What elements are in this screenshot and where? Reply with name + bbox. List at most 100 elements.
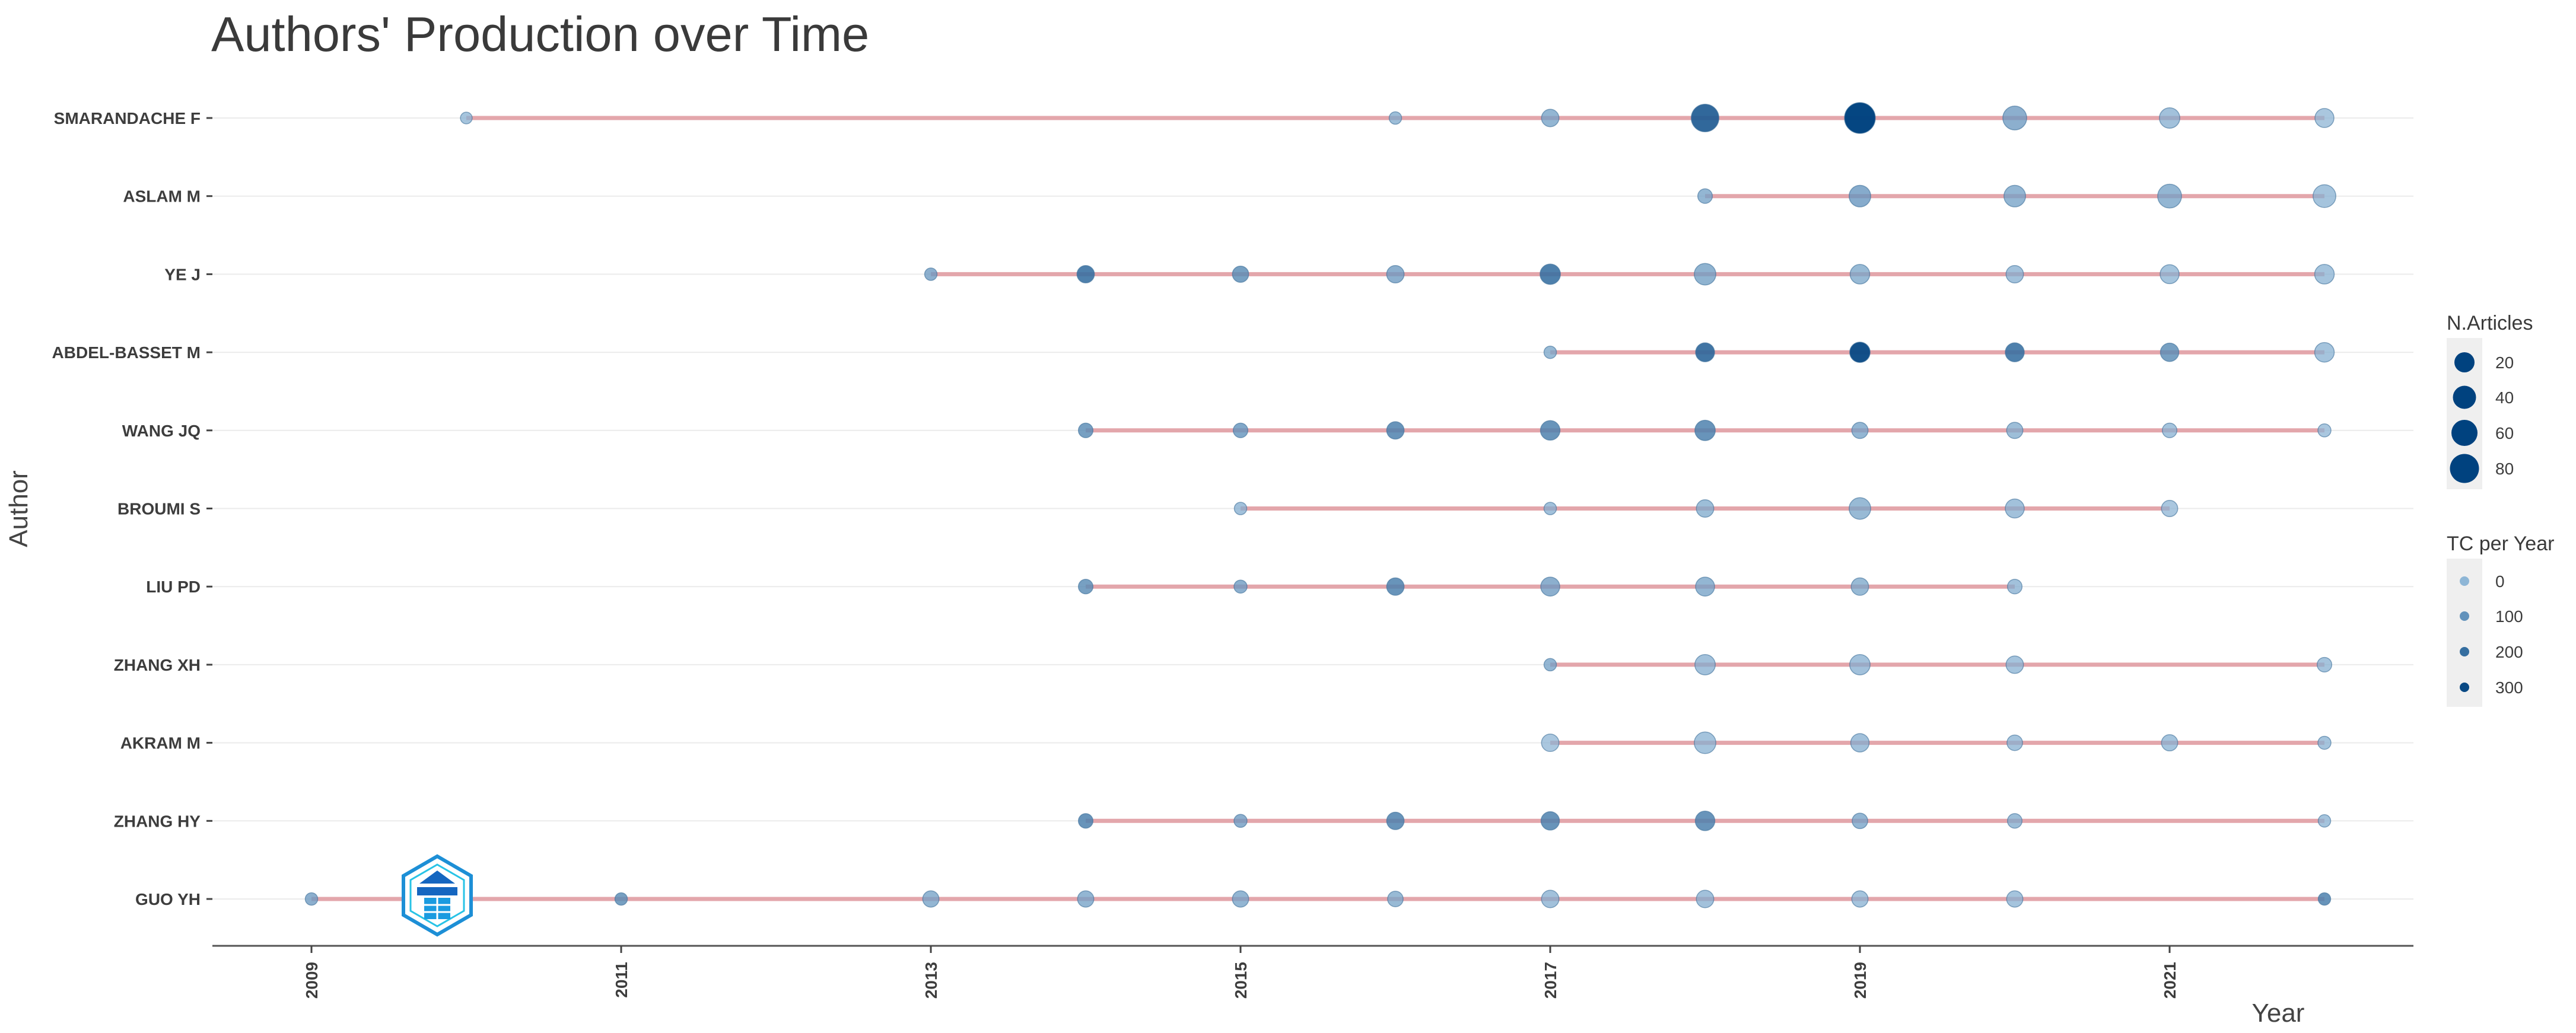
point-wang-jq-2022 — [2317, 423, 2332, 438]
point-wang-jq-2016 — [1386, 421, 1405, 440]
point-liu-pd-2020 — [2006, 579, 2023, 595]
point-broumi-s-2017 — [1543, 502, 1557, 515]
legend: N.Articles 20 40 60 80 TC per Year 0 100 200 3… — [2447, 312, 2554, 707]
size-legend-label-60: 60 — [2495, 424, 2514, 442]
point-ye-j-2017 — [1540, 263, 1561, 285]
size-legend-key-20 — [2454, 352, 2475, 372]
point-akram-m-2022 — [2317, 735, 2332, 750]
point-ye-j-2014 — [1076, 264, 1095, 283]
size-legend-label-20: 20 — [2495, 353, 2514, 372]
point-broumi-s-2020 — [2005, 498, 2025, 519]
point-guo-yh-2011 — [614, 892, 628, 906]
author-label-abdel-basset-m: ABDEL-BASSET M — [52, 343, 201, 362]
point-liu-pd-2014 — [1077, 579, 1094, 595]
point-liu-pd-2015 — [1233, 579, 1248, 594]
author-label-broumi-s: BROUMI S — [117, 500, 201, 518]
point-aslam-m-2020 — [2003, 184, 2026, 208]
author-label-aslam-m: ASLAM M — [123, 187, 201, 206]
x-tick-label-2013: 2013 — [922, 962, 940, 999]
x-tick-label-2021: 2021 — [2161, 962, 2179, 999]
point-zhang-xh-2018 — [1694, 653, 1716, 675]
size-legend-key-80 — [2450, 454, 2479, 483]
size-legend-items: 20 40 60 80 — [2450, 352, 2514, 483]
point-abdel-basset-m-2021 — [2160, 342, 2180, 362]
point-smarandache-f-2021 — [2159, 107, 2180, 129]
point-wang-jq-2014 — [1077, 422, 1094, 438]
author-label-liu-pd: LIU PD — [146, 578, 201, 596]
author-label-ye-j: YE J — [164, 265, 201, 283]
color-legend-label-100: 100 — [2495, 607, 2523, 626]
point-abdel-basset-m-2019 — [1849, 342, 1871, 364]
x-tick-label-2009: 2009 — [303, 962, 321, 999]
color-legend-key-0 — [2460, 576, 2469, 586]
point-layer — [304, 102, 2336, 908]
point-abdel-basset-m-2020 — [2005, 342, 2025, 362]
x-axis-title: Year — [2252, 999, 2305, 1028]
color-legend-title: TC per Year — [2447, 533, 2554, 555]
color-legend-label-300: 300 — [2495, 678, 2523, 697]
point-zhang-hy-2014 — [1077, 813, 1094, 829]
point-akram-m-2021 — [2161, 734, 2179, 752]
point-zhang-xh-2022 — [2316, 656, 2333, 672]
size-legend-key-40 — [2453, 385, 2476, 409]
author-label-zhang-hy: ZHANG HY — [114, 812, 201, 830]
point-ye-j-2019 — [1849, 264, 1871, 285]
point-liu-pd-2019 — [1850, 577, 1869, 596]
author-label-akram-m: AKRAM M — [120, 734, 201, 753]
point-abdel-basset-m-2022 — [2314, 342, 2335, 363]
author-label-layer: SMARANDACHE F ASLAM M YE J ABDEL-BASSET M WA… — [52, 109, 212, 908]
point-ye-j-2021 — [2160, 264, 2180, 285]
author-label-smarandache-f: SMARANDACHE F — [54, 109, 201, 127]
point-abdel-basset-m-2017 — [1543, 345, 1557, 359]
point-guo-yh-2016 — [1387, 891, 1404, 907]
point-wang-jq-2020 — [2006, 422, 2024, 439]
point-guo-yh-2018 — [1696, 889, 1715, 908]
point-aslam-m-2022 — [2313, 184, 2336, 208]
point-broumi-s-2019 — [1849, 497, 1871, 520]
point-akram-m-2020 — [2006, 734, 2023, 751]
point-wang-jq-2015 — [1232, 422, 1249, 438]
point-smarandache-f-2016 — [1388, 111, 1403, 125]
size-legend-label-80: 80 — [2495, 460, 2514, 478]
point-zhang-hy-2019 — [1852, 812, 1868, 830]
point-smarandache-f-2019 — [1844, 102, 1876, 134]
point-zhang-hy-2016 — [1386, 811, 1405, 830]
point-zhang-hy-2017 — [1540, 811, 1560, 831]
point-ye-j-2022 — [2314, 264, 2335, 285]
point-guo-yh-2015 — [1232, 890, 1249, 908]
color-legend-label-200: 200 — [2495, 643, 2523, 661]
point-aslam-m-2019 — [1849, 184, 1871, 208]
point-aslam-m-2018 — [1697, 188, 1713, 204]
point-guo-yh-2017 — [1541, 889, 1560, 908]
x-tick-label-2011: 2011 — [612, 962, 631, 998]
point-smarandache-f-2022 — [2314, 108, 2335, 128]
point-zhang-xh-2019 — [1849, 653, 1871, 675]
color-legend-key-200 — [2460, 647, 2469, 656]
color-legend-key-300 — [2460, 683, 2469, 692]
point-smarandache-f-2020 — [2002, 106, 2027, 130]
point-akram-m-2019 — [1850, 733, 1870, 753]
point-liu-pd-2016 — [1386, 577, 1405, 596]
point-smarandache-f-2017 — [1541, 109, 1560, 127]
point-ye-j-2015 — [1232, 265, 1249, 283]
author-label-guo-yh: GUO YH — [135, 890, 201, 908]
x-tick-layer: 2009 2011 2013 2015 2017 2019 2021 — [303, 946, 2179, 999]
point-smarandache-f-2010 — [460, 111, 473, 125]
point-abdel-basset-m-2018 — [1695, 342, 1715, 362]
point-zhang-hy-2015 — [1233, 814, 1248, 828]
point-wang-jq-2017 — [1540, 420, 1561, 441]
point-liu-pd-2017 — [1540, 576, 1560, 597]
size-legend-title: N.Articles — [2447, 312, 2533, 334]
point-wang-jq-2019 — [1851, 422, 1869, 439]
point-zhang-xh-2017 — [1543, 658, 1557, 672]
point-wang-jq-2018 — [1694, 419, 1716, 441]
point-guo-yh-2009 — [304, 892, 319, 906]
color-legend-label-0: 0 — [2495, 572, 2505, 591]
point-akram-m-2018 — [1694, 731, 1716, 754]
point-zhang-hy-2020 — [2006, 813, 2023, 829]
point-broumi-s-2021 — [2161, 500, 2179, 517]
color-legend-key-100 — [2460, 611, 2469, 621]
color-legend-items: 0 100 200 300 — [2460, 572, 2523, 697]
author-label-zhang-xh: ZHANG XH — [114, 656, 201, 674]
